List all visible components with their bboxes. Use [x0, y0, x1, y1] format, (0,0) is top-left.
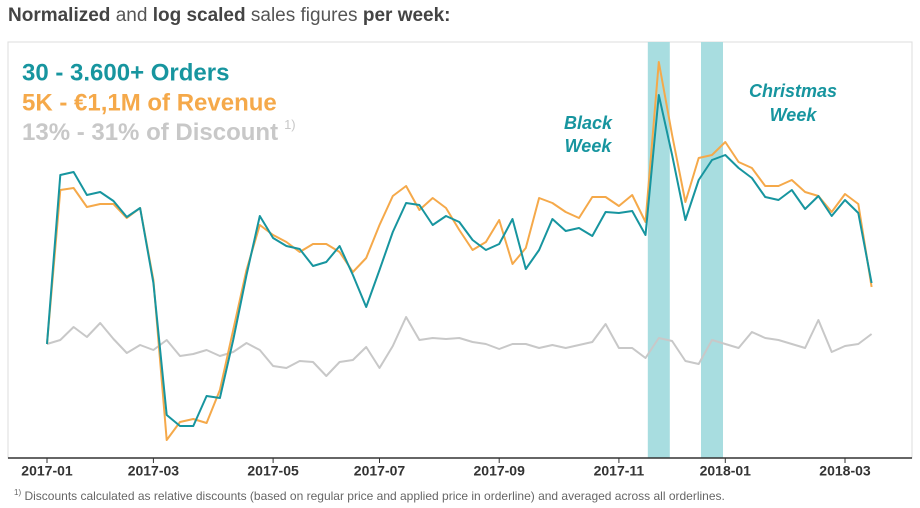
x-tick-label: 2017-09: [474, 463, 526, 479]
x-tick-label: 2018-01: [700, 463, 752, 479]
chart-title: Normalized and log scaled sales figures …: [8, 5, 451, 26]
x-tick-label: 2017-11: [594, 463, 645, 479]
legend-entry: 30 - 3.600+ Orders: [22, 59, 229, 86]
x-tick-label: 2017-03: [128, 463, 180, 479]
highlight-label: Week: [770, 105, 818, 125]
x-tick-label: 2018-03: [819, 463, 871, 479]
title-part: and: [110, 5, 152, 26]
highlight-label: Black: [564, 113, 613, 133]
series-line: [46, 94, 873, 427]
series-line: [46, 316, 873, 377]
title-part: Normalized: [8, 5, 110, 26]
legend-entry: 13% - 31% of Discount 1): [22, 117, 296, 146]
highlight-band: [701, 42, 723, 458]
title-part: sales figures: [246, 5, 363, 26]
x-tick-label: 2017-01: [21, 463, 73, 479]
legend-text: 13% - 31% of Discount: [22, 119, 278, 146]
highlight-label: Christmas: [749, 81, 837, 101]
footnote-text: Discounts calculated as relative discoun…: [21, 489, 725, 503]
legend-entry: 5K - €1,1M of Revenue: [22, 89, 277, 116]
highlight-label: Week: [565, 136, 613, 156]
footnote: 1) Discounts calculated as relative disc…: [14, 488, 725, 503]
title-part: per week:: [363, 5, 451, 26]
x-tick-label: 2017-05: [247, 463, 299, 479]
footnote-mark: 1): [14, 488, 21, 497]
series-line: [46, 61, 873, 441]
legend-note: 1): [284, 117, 296, 132]
title-part: log scaled: [153, 5, 246, 26]
x-tick-label: 2017-07: [354, 463, 406, 479]
